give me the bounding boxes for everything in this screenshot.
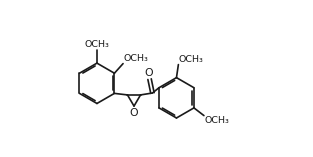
Text: OCH₃: OCH₃: [204, 116, 229, 125]
Text: OCH₃: OCH₃: [179, 55, 204, 64]
Text: O: O: [145, 68, 153, 78]
Text: O: O: [130, 108, 138, 118]
Text: OCH₃: OCH₃: [85, 41, 109, 49]
Text: OCH₃: OCH₃: [124, 54, 148, 63]
